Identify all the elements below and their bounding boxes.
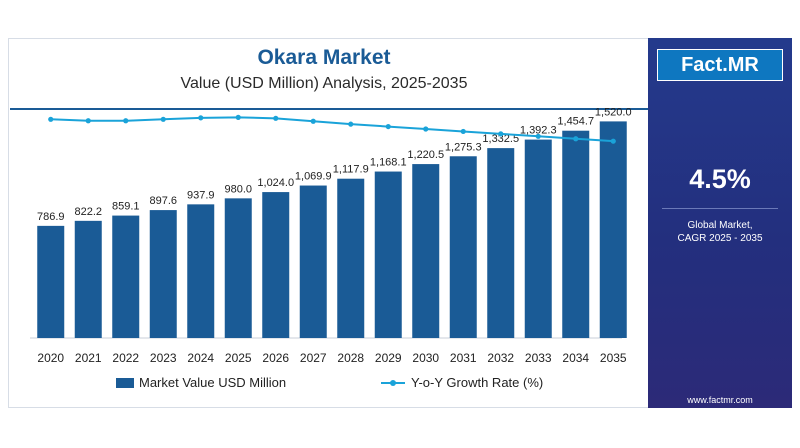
growth-point-2028 <box>348 121 354 127</box>
x-tick-2033: 2033 <box>525 351 552 365</box>
legend-item-market-value: Market Value USD Million <box>116 375 286 390</box>
x-tick-2020: 2020 <box>37 351 64 365</box>
side-panel: Fact .MR 4.5% Global Market, CAGR 2025 - … <box>648 38 792 408</box>
x-tick-2022: 2022 <box>112 351 139 365</box>
bar-2032 <box>487 148 515 338</box>
bar-line-chart: 786.9 2020 822.2 2021 859.1 2022 897.6 2023 937.… <box>30 106 632 365</box>
bar-2025 <box>224 198 252 338</box>
growth-point-2031 <box>460 128 466 135</box>
x-tick-2025: 2025 <box>225 351 252 365</box>
bar-label-2035: 1,520.0 <box>595 106 632 118</box>
growth-point-2022 <box>123 118 129 124</box>
bar-2028 <box>337 178 365 338</box>
bar-2021 <box>74 220 102 338</box>
growth-point-2034 <box>573 136 579 142</box>
bar-label-2021: 822.2 <box>74 206 102 218</box>
growth-point-2026 <box>273 115 279 121</box>
bar-label-2022: 859.1 <box>112 201 140 213</box>
bar-label-2033: 1,392.3 <box>520 125 557 137</box>
x-tick-2030: 2030 <box>412 351 439 365</box>
chart-title: Okara Market <box>257 46 391 69</box>
growth-rate-line <box>50 116 614 143</box>
factmr-logo: Fact .MR <box>657 49 783 81</box>
bar-2031 <box>449 156 477 338</box>
bar-label-2029: 1,168.1 <box>370 157 407 169</box>
growth-point-2021 <box>85 118 91 124</box>
x-tick-2021: 2021 <box>75 351 102 365</box>
cagr-divider <box>662 208 778 209</box>
chart-legend: Market Value USD Million Y-o-Y Growth Ra… <box>0 375 648 395</box>
bar-2029 <box>374 171 402 338</box>
x-tick-2026: 2026 <box>262 351 289 365</box>
logo-text-mr: .MR <box>722 53 759 76</box>
legend-label-growth-rate: Y-o-Y Growth Rate (%) <box>411 375 544 390</box>
growth-point-2035 <box>610 138 616 144</box>
bar-label-2025: 980.0 <box>224 183 252 195</box>
x-tick-2023: 2023 <box>150 351 177 365</box>
x-tick-2032: 2032 <box>487 351 514 365</box>
legend-label-market-value: Market Value USD Million <box>139 375 287 390</box>
bar-label-2024: 937.9 <box>187 189 215 201</box>
bar-2030 <box>412 164 440 338</box>
x-tick-2031: 2031 <box>450 351 477 365</box>
growth-point-2020 <box>48 116 54 122</box>
growth-point-2032 <box>498 131 504 137</box>
cagr-value: 4.5% <box>689 164 751 194</box>
x-tick-2034: 2034 <box>562 351 589 365</box>
bar-2024 <box>187 204 215 338</box>
x-tick-2028: 2028 <box>337 351 364 365</box>
bar-label-2023: 897.6 <box>149 195 177 207</box>
bar-2023 <box>149 210 177 338</box>
bar-label-2028: 1,117.9 <box>333 164 369 176</box>
bar-2035 <box>599 121 627 339</box>
growth-point-2025 <box>235 114 241 120</box>
growth-point-2029 <box>385 123 391 130</box>
bar-label-2026: 1,024.0 <box>257 177 294 189</box>
bar-label-2032: 1,332.5 <box>482 133 519 145</box>
growth-point-2024 <box>198 115 204 121</box>
logo-text-fact: Fact <box>681 53 723 76</box>
x-tick-2029: 2029 <box>375 351 402 365</box>
cagr-label-line1: Global Market, <box>687 220 753 231</box>
cagr-label: Global Market, CAGR 2025 - 2035 <box>648 219 792 245</box>
cagr-label-line2: CAGR 2025 - 2035 <box>677 233 763 244</box>
bar-2022 <box>112 215 140 338</box>
bar-2027 <box>299 185 327 338</box>
bar-label-2034: 1,454.7 <box>557 116 594 128</box>
chart-subtitle: Value (USD Million) Analysis, 2025-2035 <box>180 75 468 92</box>
bar-label-2027: 1,069.9 <box>295 171 332 183</box>
legend-line-swatch <box>381 378 405 388</box>
growth-point-2033 <box>535 133 541 139</box>
bar-label-2020: 786.9 <box>37 211 65 223</box>
bar-2034 <box>562 130 590 338</box>
x-tick-2024: 2024 <box>187 351 214 365</box>
bar-label-2031: 1,275.3 <box>445 141 482 153</box>
website-link[interactable]: www.factmr.com <box>687 395 753 405</box>
bar-label-2030: 1,220.5 <box>407 149 444 161</box>
x-tick-2035: 2035 <box>600 351 627 365</box>
legend-bar-swatch <box>116 377 134 388</box>
growth-point-2027 <box>310 118 316 124</box>
growth-point-2023 <box>160 116 166 122</box>
bar-2033 <box>524 139 552 338</box>
bar-2026 <box>262 192 290 338</box>
growth-point-2030 <box>423 126 429 132</box>
legend-item-growth-rate: Y-o-Y Growth Rate (%) <box>381 375 543 390</box>
title-divider <box>10 108 648 110</box>
bar-2020 <box>37 225 65 338</box>
x-tick-2027: 2027 <box>300 351 327 365</box>
